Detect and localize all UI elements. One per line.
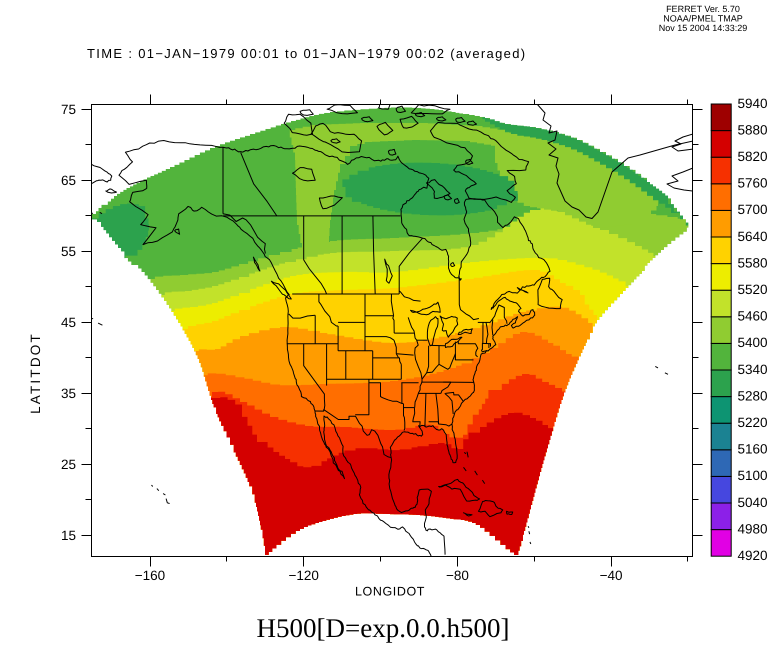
svg-text:TIME : 01−JAN−1979 00:01 to 01: TIME : 01−JAN−1979 00:01 to 01−JAN−1979 …	[87, 46, 526, 61]
svg-text:55: 55	[61, 244, 76, 259]
svg-text:75: 75	[61, 102, 76, 117]
svg-text:FERRET Ver. 5.70: FERRET Ver. 5.70	[666, 4, 740, 14]
svg-text:4980: 4980	[738, 521, 768, 536]
svg-text:−160: −160	[135, 568, 165, 583]
svg-text:65: 65	[61, 173, 76, 188]
svg-text:−80: −80	[446, 568, 469, 583]
svg-text:5220: 5220	[738, 415, 768, 430]
svg-text:5580: 5580	[738, 255, 768, 270]
svg-text:5160: 5160	[738, 442, 768, 457]
svg-text:5700: 5700	[738, 202, 768, 217]
svg-text:Nov 15 2004 14:33:29: Nov 15 2004 14:33:29	[659, 23, 748, 33]
svg-text:5520: 5520	[738, 282, 768, 297]
svg-text:5820: 5820	[738, 149, 768, 164]
svg-text:5880: 5880	[738, 122, 768, 137]
svg-text:5100: 5100	[738, 468, 768, 483]
svg-text:−120: −120	[288, 568, 318, 583]
svg-text:−40: −40	[600, 568, 623, 583]
svg-text:5280: 5280	[738, 388, 768, 403]
svg-text:5040: 5040	[738, 495, 768, 510]
svg-text:15: 15	[61, 528, 76, 543]
svg-text:5940: 5940	[738, 96, 768, 111]
svg-text:45: 45	[61, 315, 76, 330]
svg-text:5760: 5760	[738, 176, 768, 191]
svg-text:5640: 5640	[738, 229, 768, 244]
svg-text:5460: 5460	[738, 309, 768, 324]
svg-text:H500[D=exp.0.0.h500]: H500[D=exp.0.0.h500]	[257, 613, 510, 643]
svg-text:5340: 5340	[738, 362, 768, 377]
svg-text:LONGIDOT: LONGIDOT	[355, 585, 425, 599]
svg-text:25: 25	[61, 457, 76, 472]
svg-text:4920: 4920	[738, 548, 768, 563]
svg-text:LATITDOT: LATITDOT	[28, 332, 43, 414]
svg-text:NOAA/PMEL TMAP: NOAA/PMEL TMAP	[663, 14, 743, 24]
svg-text:35: 35	[61, 386, 76, 401]
svg-text:5400: 5400	[738, 335, 768, 350]
